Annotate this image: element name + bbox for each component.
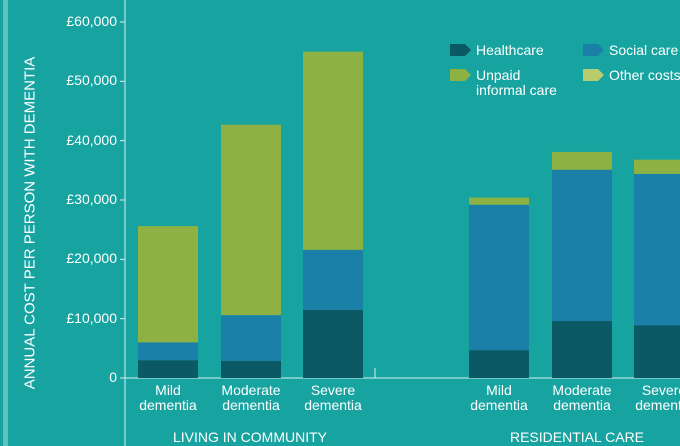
bar-segment [634,325,680,378]
y-tick-label: £60,000 [66,13,117,29]
x-tick-label: Moderate dementia [221,382,281,413]
bar-segment [552,151,612,170]
legend-label: Unpaid informal care [476,67,557,98]
legend-label: Other costs [609,67,680,83]
legend-swatch [583,44,604,56]
legend-swatch [583,69,604,81]
legend-swatch [450,44,471,56]
bar-segment [138,360,198,378]
y-tick-label: £50,000 [66,72,117,89]
x-tick-label: Severe dementia [304,382,362,413]
group-label: LIVING IN COMMUNITY [172,429,327,445]
bar-segment [634,173,680,326]
y-tick-label: £30,000 [66,191,117,207]
x-tick-label: Moderate dementia [552,382,612,413]
bar-segment [552,321,612,378]
y-tick-label: £20,000 [66,250,117,267]
bar-segment [221,360,281,378]
y-tick-label: £40,000 [66,131,117,148]
group-label: RESIDENTIAL CARE [509,429,645,445]
bar-segment [634,159,680,174]
x-tick-label: Mild dementia [470,382,528,413]
y-axis-label: ANNUAL COST PER PERSON WITH DEMENTIA [21,56,39,390]
y-tick-label: 0 [109,369,117,385]
bar-segment [303,309,363,378]
bar-segment [221,124,281,316]
x-tick-label: Mild dementia [139,382,197,413]
x-tick-label: Severe dementia [635,382,680,413]
bar-segment [138,342,198,361]
bar-segment [303,249,363,310]
bar-segment [469,197,529,205]
bar-segment [221,315,281,361]
side-strip [3,0,8,446]
legend-label: Social care [609,42,679,58]
bar-segment [469,350,529,378]
legend-label: Healthcare [476,42,544,58]
y-tick-label: £10,000 [66,309,117,326]
bar-segment [303,51,363,250]
bar-segment [552,169,612,322]
bar-segment [469,204,529,351]
legend-swatch [450,69,471,81]
bar-segment [138,226,198,343]
